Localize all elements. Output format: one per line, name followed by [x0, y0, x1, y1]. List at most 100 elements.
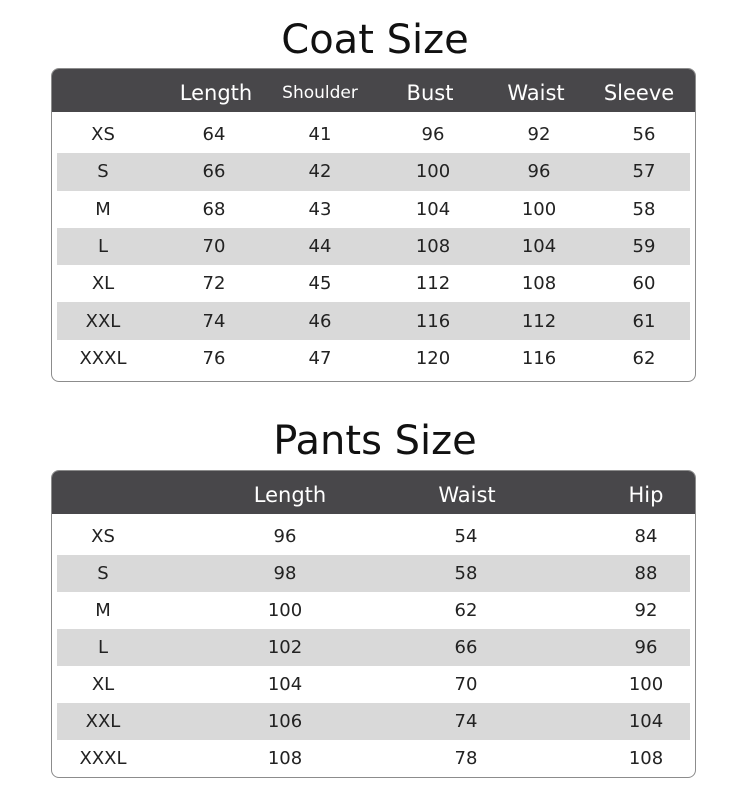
table-cell: 45	[308, 273, 332, 295]
pants-size-title: Pants Size	[273, 418, 477, 464]
table-cell: 57	[632, 161, 656, 183]
pants-size-table: Length Waist Hip XS 96 54 84 S 98 58 88 M 100 62 92…	[51, 470, 696, 778]
table-row: M 68 43 104 100 58	[52, 191, 695, 228]
table-cell: 42	[308, 161, 332, 183]
table-cell: 56	[632, 124, 656, 146]
size-label: XL	[91, 674, 115, 695]
size-label: M	[95, 600, 111, 621]
header-sleeve: Sleeve	[603, 81, 675, 105]
table-row: XXXL 108 78 108	[52, 740, 695, 777]
table-cell: 62	[632, 347, 656, 369]
table-cell: 108	[521, 273, 557, 295]
table-cell: 120	[415, 347, 451, 369]
table-row: L 70 44 108 104 59	[57, 227, 690, 266]
table-cell: 96	[634, 637, 658, 658]
header-hip: Hip	[628, 483, 664, 507]
table-cell: 58	[632, 198, 656, 220]
header-length: Length	[179, 81, 253, 105]
size-label: XS	[91, 526, 115, 547]
table-cell: 70	[454, 674, 478, 695]
table-cell: 106	[267, 711, 303, 732]
pants-table-header: Length Waist Hip	[52, 471, 695, 514]
size-label: S	[97, 161, 109, 183]
table-cell: 96	[527, 161, 551, 183]
table-cell: 104	[521, 236, 557, 258]
table-cell: 100	[521, 198, 557, 220]
table-cell: 104	[628, 711, 664, 732]
table-cell: 88	[634, 563, 658, 584]
table-row: XS 64 41 96 92 56	[52, 116, 695, 153]
table-cell: 66	[202, 161, 226, 183]
size-label: S	[97, 563, 109, 584]
size-label: L	[97, 236, 109, 258]
coat-size-table: Length Shoulder Bust Waist Sleeve XS 64 41…	[51, 68, 696, 382]
table-row: XS 96 54 84	[52, 518, 695, 555]
table-cell: 92	[634, 600, 658, 621]
table-cell: 112	[415, 273, 451, 295]
table-cell: 60	[632, 273, 656, 295]
table-cell: 62	[454, 600, 478, 621]
table-cell: 112	[521, 310, 557, 332]
size-label: XXXL	[79, 347, 127, 369]
size-label: M	[95, 198, 111, 220]
table-cell: 100	[267, 600, 303, 621]
table-cell: 102	[267, 637, 303, 658]
table-cell: 116	[521, 347, 557, 369]
table-cell: 78	[454, 748, 478, 769]
table-row: XL 104 70 100	[52, 666, 695, 703]
size-label: L	[97, 637, 109, 658]
header-waist: Waist	[438, 483, 496, 507]
table-cell: 98	[273, 563, 297, 584]
table-cell: 104	[415, 198, 451, 220]
table-cell: 100	[415, 161, 451, 183]
coat-table-header: Length Shoulder Bust Waist Sleeve	[52, 69, 695, 112]
table-cell: 41	[308, 124, 332, 146]
table-row: L 102 66 96	[57, 629, 690, 666]
table-cell: 70	[202, 236, 226, 258]
table-row: XL 72 45 112 108 60	[52, 265, 695, 302]
table-row: S 66 42 100 96 57	[57, 153, 690, 191]
table-cell: 96	[273, 526, 297, 547]
table-cell: 43	[308, 198, 332, 220]
size-label: XL	[91, 273, 115, 295]
table-cell: 74	[454, 711, 478, 732]
table-cell: 108	[415, 236, 451, 258]
table-row: XXXL 76 47 120 116 62	[52, 340, 695, 377]
table-row: XXL 106 74 104	[57, 703, 690, 740]
table-cell: 46	[308, 310, 332, 332]
table-cell: 74	[202, 310, 226, 332]
table-cell: 68	[202, 198, 226, 220]
table-cell: 64	[202, 124, 226, 146]
table-row: M 100 62 92	[52, 592, 695, 629]
coat-table-body: XS 64 41 96 92 56 S 66 42 100 96 57 M 68 43 104 100 58 L 70…	[52, 112, 695, 377]
header-shoulder: Shoulder	[282, 83, 358, 103]
header-bust: Bust	[406, 81, 454, 105]
pants-table-body: XS 96 54 84 S 98 58 88 M 100 62 92 L 102 66 96 XL 104 70 10…	[52, 514, 695, 777]
table-cell: 54	[454, 526, 478, 547]
table-cell: 104	[267, 674, 303, 695]
coat-size-title: Coat Size	[281, 17, 469, 63]
table-row: XXL 74 46 116 112 61	[57, 302, 690, 340]
size-label: XXXL	[79, 748, 127, 769]
header-length: Length	[253, 483, 327, 507]
size-label: XXL	[85, 711, 121, 732]
table-cell: 108	[267, 748, 303, 769]
table-cell: 44	[308, 236, 332, 258]
table-cell: 108	[628, 748, 664, 769]
table-row: S 98 58 88	[57, 555, 690, 592]
table-cell: 84	[634, 526, 658, 547]
size-label: XS	[91, 124, 115, 146]
table-cell: 47	[308, 347, 332, 369]
table-cell: 66	[454, 637, 478, 658]
table-cell: 100	[628, 674, 664, 695]
table-cell: 59	[632, 236, 656, 258]
table-cell: 58	[454, 563, 478, 584]
table-cell: 72	[202, 273, 226, 295]
table-cell: 92	[527, 124, 551, 146]
table-cell: 96	[421, 124, 445, 146]
header-waist: Waist	[507, 81, 565, 105]
table-cell: 61	[632, 310, 656, 332]
size-label: XXL	[85, 310, 121, 332]
table-cell: 76	[202, 347, 226, 369]
table-cell: 116	[415, 310, 451, 332]
